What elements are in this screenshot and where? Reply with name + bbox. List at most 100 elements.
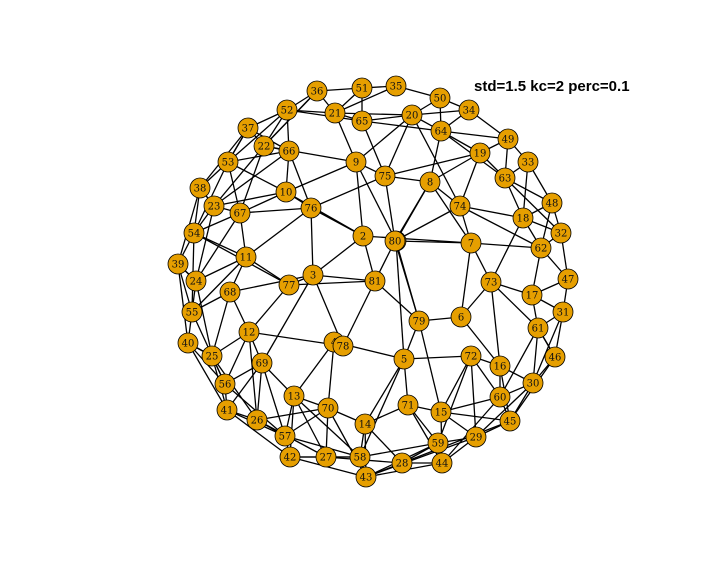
edge-19-75 [384, 152, 481, 177]
node-28: 28 [391, 452, 413, 474]
node-circle [302, 264, 324, 286]
node-label: 34 [463, 106, 476, 117]
node-label: 57 [279, 432, 292, 443]
node-80: 80 [384, 230, 406, 252]
node-circle [480, 271, 502, 293]
node-label: 21 [329, 109, 342, 120]
edge-61-60 [499, 327, 539, 398]
node-label: 42 [284, 453, 297, 464]
node-34: 34 [458, 99, 480, 121]
node-9: 9 [345, 151, 367, 173]
edge-42-41 [226, 409, 291, 458]
node-66: 66 [278, 140, 300, 162]
node-circle [544, 346, 566, 368]
node-61: 61 [527, 317, 549, 339]
node-72: 72 [460, 345, 482, 367]
node-49: 49 [497, 128, 519, 150]
edge-30-31 [532, 311, 564, 384]
edge-22-67 [239, 145, 265, 214]
node-circle [517, 151, 539, 173]
edge-75-20 [384, 114, 413, 177]
node-circle [489, 386, 511, 408]
edge-64-49 [440, 130, 509, 140]
node-56: 56 [214, 373, 236, 395]
node-label: 56 [219, 380, 232, 391]
edge-59-58 [359, 442, 439, 458]
node-circle [450, 306, 472, 328]
node-circle [430, 401, 452, 423]
node-67: 67 [229, 202, 251, 224]
node-circle [364, 270, 386, 292]
edge-41-40 [187, 342, 228, 411]
node-47: 47 [557, 268, 579, 290]
node-label: 79 [413, 317, 426, 328]
node-circle [521, 284, 543, 306]
node-label: 35 [390, 82, 403, 93]
node-69: 69 [251, 352, 273, 374]
edge-72-29 [470, 355, 477, 438]
node-label: 66 [283, 147, 296, 158]
node-label: 39 [172, 260, 185, 271]
node-label: 52 [281, 106, 294, 117]
node-label: 18 [517, 214, 530, 225]
edge-69-57 [261, 362, 286, 437]
node-label: 64 [435, 127, 448, 138]
node-label: 11 [240, 253, 253, 264]
node-3: 3 [302, 264, 324, 286]
node-74: 74 [449, 195, 471, 217]
node-24: 24 [185, 270, 207, 292]
edge-76-3 [310, 207, 314, 276]
node-label: 28 [396, 459, 409, 470]
edge-80-75 [384, 175, 396, 242]
node-circle [203, 195, 225, 217]
edge-7-2 [362, 235, 472, 244]
node-label: 47 [562, 275, 575, 286]
node-label: 22 [258, 142, 271, 153]
node-label: 40 [182, 339, 195, 350]
node-18: 18 [512, 207, 534, 229]
node-78: 78 [332, 335, 354, 357]
node-label: 37 [242, 124, 255, 135]
edge-73-18 [490, 217, 524, 283]
node-71: 71 [397, 394, 419, 416]
edge-67-76 [239, 207, 312, 214]
node-label: 71 [402, 401, 415, 412]
edge-20-9 [355, 114, 413, 163]
node-circle [465, 426, 487, 448]
node-label: 53 [222, 158, 235, 169]
node-35: 35 [385, 75, 407, 97]
node-label: 14 [359, 420, 372, 431]
edge-20-74 [411, 114, 461, 207]
node-circle [300, 197, 322, 219]
node-5: 5 [393, 348, 415, 370]
node-22: 22 [253, 135, 275, 157]
node-circle [460, 345, 482, 367]
node-label: 74 [454, 202, 467, 213]
edge-1-9 [355, 161, 397, 242]
node-circle [527, 317, 549, 339]
edge-18-74 [459, 205, 524, 219]
node-label: 25 [206, 352, 219, 363]
node-70: 70 [317, 397, 339, 419]
node-81: 81 [364, 270, 386, 292]
node-79: 79 [408, 310, 430, 332]
node-circle [393, 348, 415, 370]
node-circle [237, 117, 259, 139]
node-50: 50 [429, 87, 451, 109]
edge-79-15 [418, 320, 442, 413]
node-label: 67 [234, 209, 247, 220]
edge-1-79 [395, 240, 420, 322]
node-label: 19 [474, 149, 487, 160]
node-circle [217, 151, 239, 173]
node-label: 13 [288, 392, 301, 403]
edge-59-72 [437, 355, 472, 444]
node-circle [489, 355, 511, 377]
node-circle [177, 332, 199, 354]
edge-2-10 [285, 191, 364, 237]
node-21: 21 [324, 102, 346, 124]
edge-76-11 [245, 207, 312, 258]
node-circle [449, 195, 471, 217]
edge-53-52 [227, 109, 288, 163]
node-circle [219, 281, 241, 303]
node-40: 40 [177, 332, 199, 354]
